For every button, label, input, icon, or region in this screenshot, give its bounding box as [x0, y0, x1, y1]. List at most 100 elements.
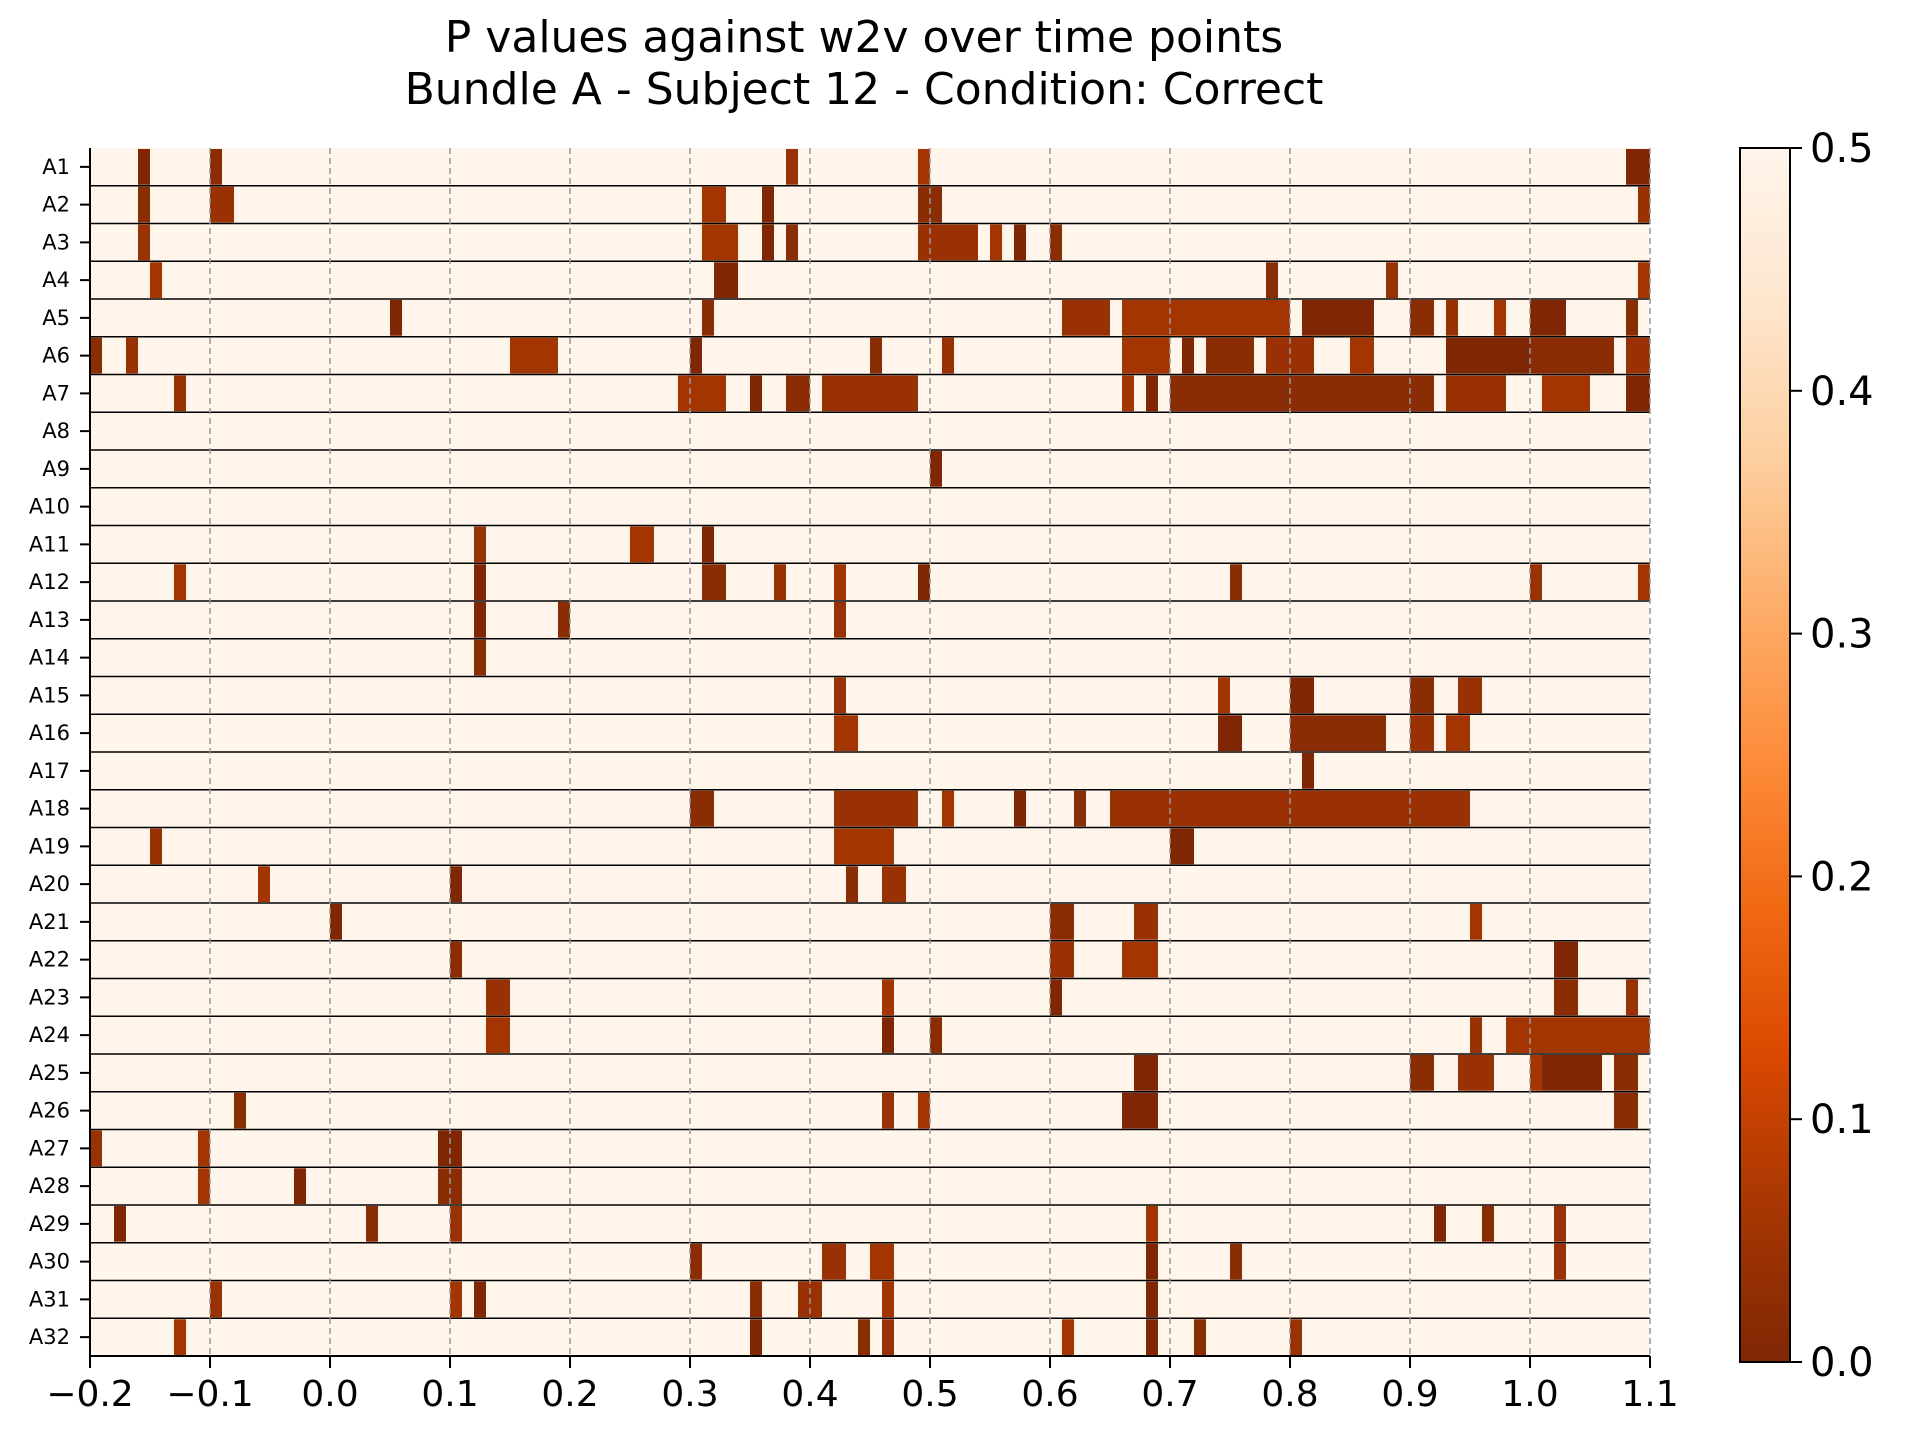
heatmap-cell — [1446, 300, 1458, 336]
heatmap-cell — [690, 1243, 702, 1280]
heatmap-cell — [1470, 1017, 1482, 1053]
heatmap-cell — [762, 224, 774, 261]
x-tick-label: −0.2 — [46, 1374, 133, 1415]
heatmap-cell — [474, 526, 486, 563]
heatmap-cell — [1050, 979, 1062, 1016]
heatmap-cell — [1446, 715, 1470, 751]
heatmap-cell — [1146, 1281, 1158, 1318]
heatmap-row: A9 — [42, 451, 942, 487]
x-tick-label: 1.0 — [1501, 1374, 1558, 1415]
heatmap-cell — [174, 564, 186, 600]
heatmap-cell — [786, 149, 798, 185]
heatmap-cell — [750, 375, 762, 412]
heatmap-cell — [1554, 941, 1578, 978]
row-label: A15 — [29, 683, 70, 707]
heatmap-row: A24 — [29, 1017, 1650, 1053]
row-label: A30 — [29, 1250, 70, 1274]
heatmap-cell — [1410, 677, 1434, 714]
heatmap-cell — [1638, 186, 1650, 223]
heatmap-cell — [174, 1319, 186, 1355]
heatmap-cell — [1134, 904, 1158, 940]
heatmap-row: A22 — [29, 941, 1578, 978]
heatmap-cell — [138, 186, 150, 223]
heatmap-row: A29 — [29, 1206, 1566, 1242]
heatmap-cell — [1230, 1243, 1242, 1280]
heatmap-row: A13 — [29, 602, 846, 638]
heatmap-cell — [834, 828, 894, 865]
x-tick-label: 0.4 — [781, 1374, 838, 1415]
heatmap-cell — [1614, 1092, 1638, 1129]
heatmap-cell — [702, 224, 738, 261]
heatmap-cell — [1290, 677, 1314, 714]
heatmap-row: A1 — [42, 149, 1650, 185]
heatmap-cell — [486, 1017, 510, 1053]
heatmap-cell — [1290, 1319, 1302, 1355]
heatmap-cell — [678, 375, 726, 412]
row-label: A10 — [29, 495, 70, 519]
heatmap-cell — [1074, 790, 1086, 827]
heatmap-row: A5 — [42, 300, 1638, 336]
heatmap-cell — [474, 1281, 486, 1318]
heatmap-cell — [450, 941, 462, 978]
heatmap-cell — [510, 337, 558, 374]
heatmap-cell — [474, 602, 486, 638]
heatmap-cell — [1290, 715, 1386, 751]
row-label: A1 — [42, 155, 70, 179]
row-label: A29 — [29, 1212, 70, 1236]
heatmap-cell — [1530, 300, 1566, 336]
heatmap-cell — [1218, 677, 1230, 714]
heatmap-cell — [258, 866, 270, 902]
heatmap-cell — [210, 186, 234, 223]
heatmap-cell — [114, 1206, 126, 1242]
heatmap-cell — [1554, 1243, 1566, 1280]
heatmap-cell — [450, 1206, 462, 1242]
heatmap-cell — [126, 337, 138, 374]
heatmap-cell — [1410, 300, 1434, 336]
row-label: A12 — [29, 570, 70, 594]
row-label: A13 — [29, 608, 70, 632]
heatmap-row: A14 — [29, 639, 486, 676]
heatmap-cell — [942, 790, 954, 827]
heatmap-cell — [1434, 1206, 1446, 1242]
heatmap-cell — [1062, 300, 1110, 336]
colorbar: 0.0 0.1 0.2 0.3 0.4 0.5 — [1739, 126, 1874, 1386]
heatmap-cell — [846, 866, 858, 902]
heatmap-row: A16 — [29, 715, 1470, 751]
heatmap-cell — [1542, 375, 1590, 412]
heatmap-cell — [1134, 1055, 1158, 1091]
row-label: A4 — [42, 268, 70, 292]
x-tick-label: 0.9 — [1381, 1374, 1438, 1415]
x-tick-label: 0.0 — [301, 1374, 358, 1415]
heatmap-cell — [330, 904, 342, 940]
heatmap-row: A6 — [42, 337, 1650, 374]
heatmap-cell — [150, 262, 162, 298]
heatmap-cell — [486, 979, 510, 1016]
row-label: A6 — [42, 344, 70, 368]
heatmap-cell — [234, 1092, 246, 1129]
heatmap-cell — [1554, 979, 1578, 1016]
heatmap-cell — [1494, 300, 1506, 336]
heatmap-cell — [834, 564, 846, 600]
colorbar-tick-label: 0.3 — [1810, 612, 1874, 658]
heatmap-cell — [690, 337, 702, 374]
heatmap-cell — [390, 300, 402, 336]
heatmap-cell — [786, 375, 810, 412]
colorbar-tick-label: 0.2 — [1810, 854, 1874, 900]
heatmap-cell — [450, 1281, 462, 1318]
heatmap-row: A10 — [29, 495, 90, 519]
row-label: A14 — [29, 646, 70, 670]
chart-subtitle: Bundle A - Subject 12 - Condition: Corre… — [405, 64, 1324, 115]
heatmap-cell — [762, 186, 774, 223]
row-label: A2 — [42, 193, 70, 217]
heatmap-cell — [138, 149, 150, 185]
heatmap-row: A4 — [42, 262, 1650, 298]
heatmap-cell — [1182, 337, 1194, 374]
heatmap-cell — [1146, 1319, 1158, 1355]
heatmap-row: A17 — [29, 753, 1314, 789]
heatmap-cell — [1146, 1206, 1158, 1242]
heatmap-cell — [1506, 1017, 1650, 1053]
x-tick-label: 1.1 — [1621, 1374, 1678, 1415]
heatmap-cell — [1050, 224, 1062, 261]
colorbar-tick-label: 0.4 — [1810, 369, 1874, 415]
heatmap-cell — [474, 564, 486, 600]
